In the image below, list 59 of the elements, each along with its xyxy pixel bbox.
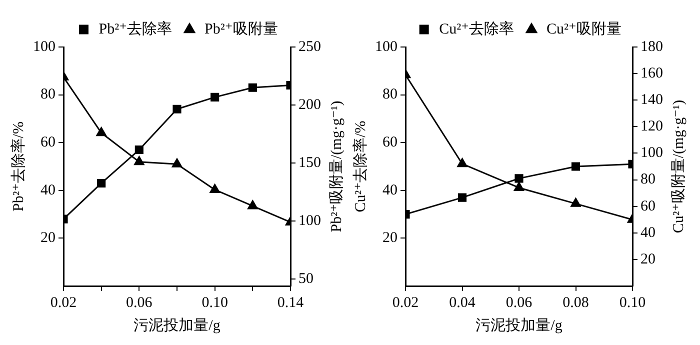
point <box>134 145 144 154</box>
x-tick-label: 0.06 <box>506 294 533 311</box>
y2-tick-label: 200 <box>298 96 321 113</box>
point <box>210 184 220 193</box>
point <box>172 158 182 168</box>
legend-label: Pb²⁺吸附量 <box>204 20 278 38</box>
point <box>134 156 144 166</box>
y2-tick-label: 150 <box>298 154 321 171</box>
y2-tick-label: 20 <box>640 251 656 268</box>
y-tick-label: 60 <box>40 134 56 151</box>
y-tick-label: 20 <box>40 230 56 246</box>
y2-tick-label: 100 <box>298 212 321 229</box>
y-axis-title: Cu²⁺去除率/% <box>352 120 369 212</box>
point <box>514 182 524 191</box>
y-tick-label: 20 <box>382 230 398 246</box>
y-tick-label: 40 <box>40 182 56 198</box>
legend-label: Cu²⁺吸附量 <box>546 20 622 38</box>
x-tick-label: 0.02 <box>392 294 419 311</box>
y2-tick-label: 140 <box>640 92 663 108</box>
point <box>570 198 581 207</box>
y2-tick-label: 120 <box>640 118 663 135</box>
y-axis-title: Pb²⁺去除率/% <box>10 122 27 212</box>
y2-tick-label: 250 <box>298 38 321 55</box>
y2-tick-label: 180 <box>640 38 663 55</box>
point <box>457 158 468 168</box>
y-tick-label: 80 <box>382 86 398 103</box>
x-tick-label: 0.10 <box>619 294 646 311</box>
y-tick-label: 80 <box>40 86 56 103</box>
y2-axis-title: Pb²⁺吸附量/(mg·g⁻¹) <box>328 100 345 232</box>
point <box>97 178 106 188</box>
x-axis-title: 污泥投加量/g <box>476 316 563 334</box>
point <box>248 200 258 210</box>
y2-tick-label: 80 <box>640 172 656 188</box>
y2-tick-label: 100 <box>640 145 663 162</box>
y2-tick-label: 160 <box>640 65 663 82</box>
x-tick-label: 0.14 <box>277 294 304 311</box>
legend-label: Pb²⁺去除率 <box>98 20 172 38</box>
point <box>458 193 467 202</box>
point <box>96 127 106 136</box>
point <box>514 174 524 183</box>
y-tick-label: 40 <box>382 182 398 198</box>
y-tick-label: 60 <box>382 134 398 151</box>
x-tick-label: 0.02 <box>50 294 77 311</box>
x-axis-title: 污泥投加量/g <box>134 316 221 334</box>
y2-axis-title: Cu²⁺吸附量/(mg·g⁻¹) <box>670 100 687 234</box>
x-tick-label: 0.06 <box>126 294 153 311</box>
y2-tick-label: 60 <box>640 198 656 214</box>
point <box>172 104 182 114</box>
x-tick-label: 0.08 <box>562 294 589 311</box>
y-tick-label: 100 <box>33 38 56 55</box>
point <box>210 92 220 102</box>
point <box>248 83 257 92</box>
y2-tick-label: 50 <box>298 270 314 287</box>
x-tick-label: 0.10 <box>202 294 228 311</box>
x-tick-label: 0.04 <box>449 294 476 311</box>
y-tick-label: 100 <box>375 38 398 55</box>
point <box>571 162 580 171</box>
y2-tick-label: 40 <box>640 224 656 241</box>
legend-label: Cu²⁺去除率 <box>439 20 514 38</box>
